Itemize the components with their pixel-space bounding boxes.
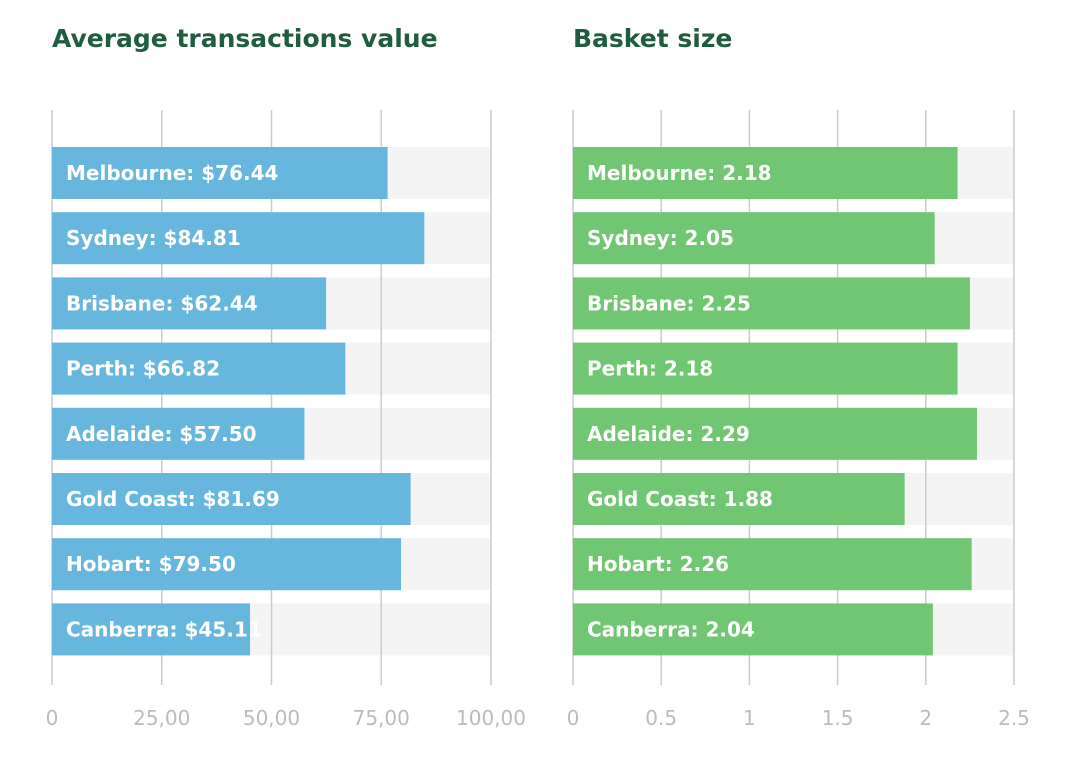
bar-perth [573,342,958,395]
x-tick-label: 2.5 [998,706,1030,730]
bar-hobart [573,538,972,591]
bar-label: Hobart: 2.26 [587,552,729,576]
bar-gold-coast [52,473,411,525]
bar-label: Melbourne: 2.18 [587,161,772,185]
bar-brisbane [573,277,970,330]
bar-label: Hobart: $79.50 [66,552,236,576]
bar-label: Brisbane: $62.44 [66,291,258,315]
chart-title: Basket size [573,24,733,53]
bar-label: Adelaide: 2.29 [587,422,750,446]
x-tick-label: 75,00 [353,706,410,730]
chart-title: Average transactions value [52,24,438,53]
bar-sydney [573,212,935,265]
bar-sydney [52,212,425,265]
bar-label: Adelaide: $57.50 [66,422,257,446]
chart-svg-average-transactions: Melbourne: $76.44 Sydney: $84.81 Brisbane:… [46,110,526,730]
bar-canberra [52,603,251,656]
bar-label: Sydney: 2.05 [587,226,734,250]
bar-perth [52,342,346,395]
bar-label: Canberra: $45.11 [66,617,262,641]
bar-hobart [52,538,402,591]
bar-melbourne [52,147,388,199]
x-tick-label: 1 [743,706,756,730]
bar-label: Gold Coast: $81.69 [66,487,280,511]
bar-label: Perth: $66.82 [66,357,220,381]
bar-brisbane [52,277,327,330]
x-tick-label: 50,00 [243,706,300,730]
bar-label: Canberra: 2.04 [587,617,755,641]
bar-label: Melbourne: $76.44 [66,161,278,185]
x-tick-label: 25,00 [133,706,190,730]
bar-canberra [573,603,933,656]
bar-adelaide [573,407,977,460]
bar-label: Sydney: $84.81 [66,226,241,250]
bar-adelaide [52,407,305,460]
bar-label: Brisbane: 2.25 [587,291,751,315]
x-tick-label: 0.5 [645,706,677,730]
bar-gold-coast [573,473,905,525]
x-tick-label: 1.5 [822,706,854,730]
bar-label: Gold Coast: 1.88 [587,487,773,511]
bar-melbourne [573,147,958,199]
x-tick-label: 2 [919,706,932,730]
x-tick-label: 100,00 [456,706,526,730]
bar-label: Perth: 2.18 [587,357,713,381]
x-tick-label: 0 [46,706,59,730]
x-tick-label: 0 [567,706,580,730]
